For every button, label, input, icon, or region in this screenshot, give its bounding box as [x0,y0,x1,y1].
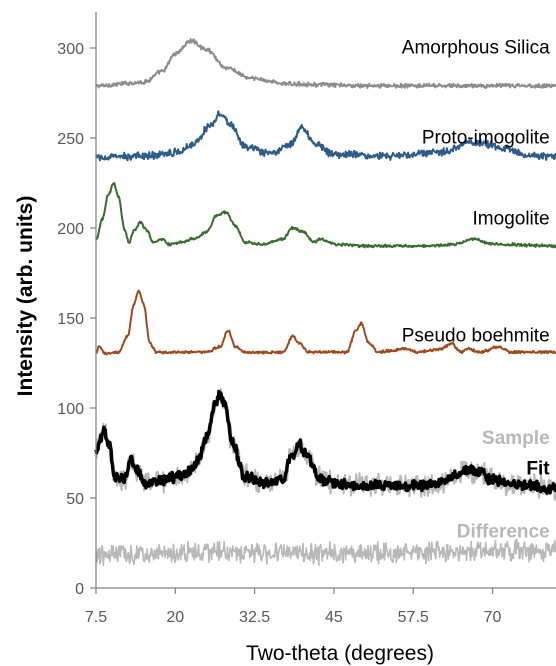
series-labels: Amorphous Silica Proto-imogolite Imogolite… [402,37,551,542]
series-label-5: Fit [526,459,550,480]
y-tick-label: 100 [57,401,84,418]
y-tick-label: 250 [57,131,84,148]
x-tick-label: 70 [484,609,502,626]
series-label-4: Sample [482,428,550,449]
series-line-3 [95,289,556,356]
series-label-1: Proto-imogolite [422,127,550,148]
y-tick-label: 0 [75,581,84,598]
x-tick-label: 32.5 [239,609,270,626]
x-tick-label: 20 [166,609,184,626]
y-tick-label: 150 [57,311,84,328]
y-axis-ticks: 0 50 100 150 200 250 300 [57,41,96,598]
series-label-6: Difference [457,522,550,543]
series-layer [94,38,556,567]
series-line-2 [95,182,556,249]
y-tick-label: 300 [57,41,84,58]
series-label-0: Amorphous Silica [402,37,550,58]
x-axis-ticks: 7.5 20 32.5 45 57.5 70 [85,588,502,626]
series-line-0 [95,38,556,90]
series-line-1 [95,110,556,162]
x-tick-label: 7.5 [85,609,107,626]
series-line-5 [94,389,556,495]
x-axis-title: Two-theta (degrees) [246,642,434,665]
series-line-6 [95,538,556,567]
series-label-3: Pseudo boehmite [402,325,550,346]
y-axis-title: Intensity (arb. units) [14,196,37,397]
x-tick-label: 45 [325,609,343,626]
x-tick-label: 57.5 [398,609,429,626]
y-tick-label: 50 [66,491,84,508]
y-tick-label: 200 [57,221,84,238]
series-label-2: Imogolite [473,208,550,229]
